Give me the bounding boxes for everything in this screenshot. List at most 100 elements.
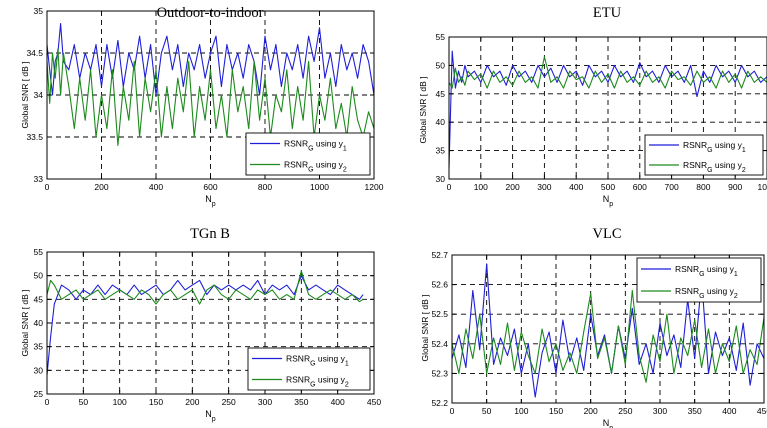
y-tick-label: 50 (34, 271, 44, 281)
chart-panel-4: 0 50 100 150 200 250 300 350 400 450 52.2 52.3 52.4 5… (420, 226, 767, 428)
y-tick-label: 40 (34, 318, 44, 328)
legend-label-1: RSNRG using y1 (284, 139, 347, 153)
legend: RSNRG using y1 RSNRG using y2 (636, 257, 762, 303)
x-tick-label: 800 (258, 182, 272, 192)
chart-panel-2: 0 100 200 300 400 500 600 700 800 900 1000 30 35 40 45… (418, 5, 767, 208)
y-tick-label: 30 (34, 365, 44, 375)
x-tick-label: 700 (665, 182, 679, 192)
chart-title: VLC (593, 226, 622, 242)
legend-label-1: RSNRG using y1 (675, 264, 738, 278)
y-tick-label: 34 (34, 90, 44, 100)
x-tick-label: 300 (653, 406, 667, 416)
x-tick-label: 0 (45, 182, 50, 192)
x-tick-label: 0 (450, 406, 455, 416)
series-line-2 (46, 270, 364, 305)
x-tick-label: 450 (757, 406, 767, 416)
series-line-1 (46, 275, 364, 376)
x-tick-label: 150 (549, 406, 563, 416)
x-tick-label: 300 (537, 182, 551, 192)
legend-label-2: RSNRG using y2 (675, 286, 738, 300)
x-tick-label: 500 (601, 182, 615, 192)
x-tick-label: 300 (258, 397, 272, 407)
x-tick-label: 100 (514, 406, 528, 416)
legend: RSNRG using y1 RSNRG using y2 (644, 134, 764, 176)
y-tick-label: 34.5 (26, 48, 43, 58)
x-tick-label: 400 (722, 406, 736, 416)
y-tick-label: 40 (436, 117, 446, 127)
y-tick-label: 33 (34, 174, 44, 184)
y-tick-label: 50 (436, 60, 446, 70)
y-axis-label: Global SNR [ dB ] (420, 294, 430, 361)
y-axis-label: Global SNR [ dB ] (20, 289, 30, 356)
x-tick-label: 0 (447, 182, 452, 192)
chart-title: ETU (593, 5, 622, 21)
x-tick-label: 50 (79, 397, 89, 407)
x-axis-label: Np (603, 418, 614, 428)
y-axis-label: Global SNR [ dB ] (20, 61, 30, 128)
x-tick-label: 200 (506, 182, 520, 192)
chart-panel-1: 0 200 400 600 800 1000 1200 33 33.5 34 34.5 35 Outdo… (20, 5, 384, 208)
legend-label-2: RSNRG using y2 (284, 160, 347, 174)
chart-title: Outdoor-to-indoor (157, 5, 264, 21)
x-tick-label: 350 (294, 397, 308, 407)
legend-label-2: RSNRG using y2 (683, 160, 746, 174)
x-tick-label: 800 (696, 182, 710, 192)
x-tick-label: 200 (584, 406, 598, 416)
y-tick-label: 45 (436, 89, 446, 99)
x-tick-label: 1000 (758, 182, 767, 192)
x-axis-label: Np (205, 194, 216, 208)
series-line-2 (451, 289, 765, 383)
y-tick-label: 52.3 (431, 368, 448, 378)
series-line-2 (46, 48, 375, 146)
x-tick-label: 200 (94, 182, 108, 192)
series-line-2 (448, 56, 767, 89)
x-tick-label: 200 (185, 397, 199, 407)
y-tick-label: 45 (34, 294, 44, 304)
x-tick-label: 100 (474, 182, 488, 192)
x-tick-label: 400 (331, 397, 345, 407)
y-tick-label: 35 (34, 342, 44, 352)
y-tick-label: 55 (34, 247, 44, 257)
x-tick-label: 1200 (365, 182, 384, 192)
x-tick-label: 400 (149, 182, 163, 192)
x-tick-label: 250 (222, 397, 236, 407)
y-tick-label: 52.2 (431, 398, 448, 408)
x-tick-label: 150 (149, 397, 163, 407)
legend-label-2: RSNRG using y2 (286, 375, 349, 389)
x-tick-label: 1000 (310, 182, 329, 192)
legend-box (245, 132, 371, 176)
x-tick-label: 400 (569, 182, 583, 192)
chart-title: TGn B (190, 226, 230, 242)
x-tick-label: 600 (203, 182, 217, 192)
y-tick-label: 52.4 (431, 339, 448, 349)
x-axis-label: Np (205, 409, 216, 423)
y-tick-label: 55 (436, 32, 446, 42)
x-tick-label: 350 (688, 406, 702, 416)
x-tick-label: 50 (482, 406, 492, 416)
series-line-1 (46, 23, 375, 96)
y-tick-label: 52.5 (431, 309, 448, 319)
y-axis-label: Global SNR [ dB ] (418, 76, 428, 143)
x-tick-label: 600 (633, 182, 647, 192)
legend-label-1: RSNRG using y1 (286, 354, 349, 368)
legend-box (644, 134, 764, 176)
y-tick-label: 52.7 (431, 250, 448, 260)
x-tick-label: 450 (367, 397, 381, 407)
legend-box (636, 257, 762, 303)
y-tick-label: 35 (436, 146, 446, 156)
y-tick-label: 25 (34, 389, 44, 399)
legend-label-1: RSNRG using y1 (683, 140, 746, 154)
y-tick-label: 52.6 (431, 280, 448, 290)
legend-box (247, 347, 371, 391)
legend: RSNRG using y1 RSNRG using y2 (245, 132, 371, 176)
y-tick-label: 35 (34, 6, 44, 16)
x-tick-label: 100 (113, 397, 127, 407)
chart-panel-3: 0 50 100 150 200 250 300 350 400 450 25 30 35 40 45 50 5… (20, 226, 381, 423)
legend: RSNRG using y1 RSNRG using y2 (247, 347, 371, 391)
x-tick-label: 0 (45, 397, 50, 407)
x-tick-label: 250 (618, 406, 632, 416)
y-tick-label: 33.5 (26, 132, 43, 142)
y-tick-label: 30 (436, 174, 446, 184)
x-axis-label: Np (603, 194, 614, 208)
